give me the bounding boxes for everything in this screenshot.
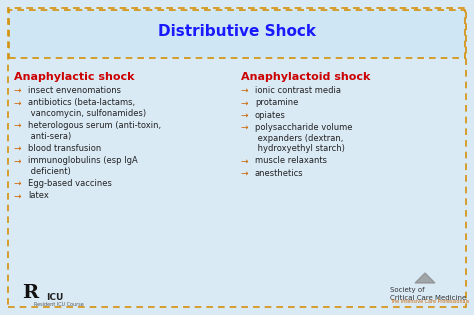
Text: The Intensive Care Professionals: The Intensive Care Professionals <box>390 299 469 304</box>
Text: Anaphylactoid shock: Anaphylactoid shock <box>241 72 370 82</box>
Text: →: → <box>241 156 248 165</box>
Text: Egg-based vaccines: Egg-based vaccines <box>28 179 112 188</box>
Text: Anaphylactic shock: Anaphylactic shock <box>14 72 135 82</box>
Text: →: → <box>241 123 248 132</box>
Text: →: → <box>14 86 21 95</box>
Text: ICU: ICU <box>46 293 64 301</box>
Text: latex: latex <box>28 191 49 200</box>
Text: →: → <box>14 179 21 188</box>
Text: →: → <box>241 169 248 177</box>
Text: →: → <box>14 121 21 130</box>
Polygon shape <box>415 273 435 283</box>
Text: protamine: protamine <box>255 98 298 107</box>
Text: antibiotics (beta-lactams,
 vancomycin, sulfonamides): antibiotics (beta-lactams, vancomycin, s… <box>28 98 146 118</box>
Text: muscle relaxants: muscle relaxants <box>255 156 327 165</box>
FancyBboxPatch shape <box>9 10 465 58</box>
Text: →: → <box>14 191 21 200</box>
Text: opiates: opiates <box>255 111 286 120</box>
Text: Distributive Shock: Distributive Shock <box>158 25 316 39</box>
Text: →: → <box>241 86 248 95</box>
Text: Resident ICU Course: Resident ICU Course <box>34 302 84 307</box>
Text: →: → <box>14 98 21 107</box>
Text: R: R <box>22 284 38 302</box>
Text: →: → <box>14 156 21 165</box>
Text: anesthetics: anesthetics <box>255 169 304 177</box>
Text: →: → <box>241 98 248 107</box>
Text: insect envenomations: insect envenomations <box>28 86 121 95</box>
Text: →: → <box>241 111 248 120</box>
Text: immunoglobulins (esp IgA
 deficient): immunoglobulins (esp IgA deficient) <box>28 156 138 176</box>
Text: blood transfusion: blood transfusion <box>28 144 101 153</box>
Text: ionic contrast media: ionic contrast media <box>255 86 341 95</box>
Text: Society of
Critical Care Medicine: Society of Critical Care Medicine <box>390 287 466 301</box>
Text: polysaccharide volume
 expanders (dextran,
 hydroxyethyl starch): polysaccharide volume expanders (dextran… <box>255 123 353 153</box>
Text: →: → <box>14 144 21 153</box>
Text: heterologous serum (anti-toxin,
 anti-sera): heterologous serum (anti-toxin, anti-ser… <box>28 121 161 141</box>
